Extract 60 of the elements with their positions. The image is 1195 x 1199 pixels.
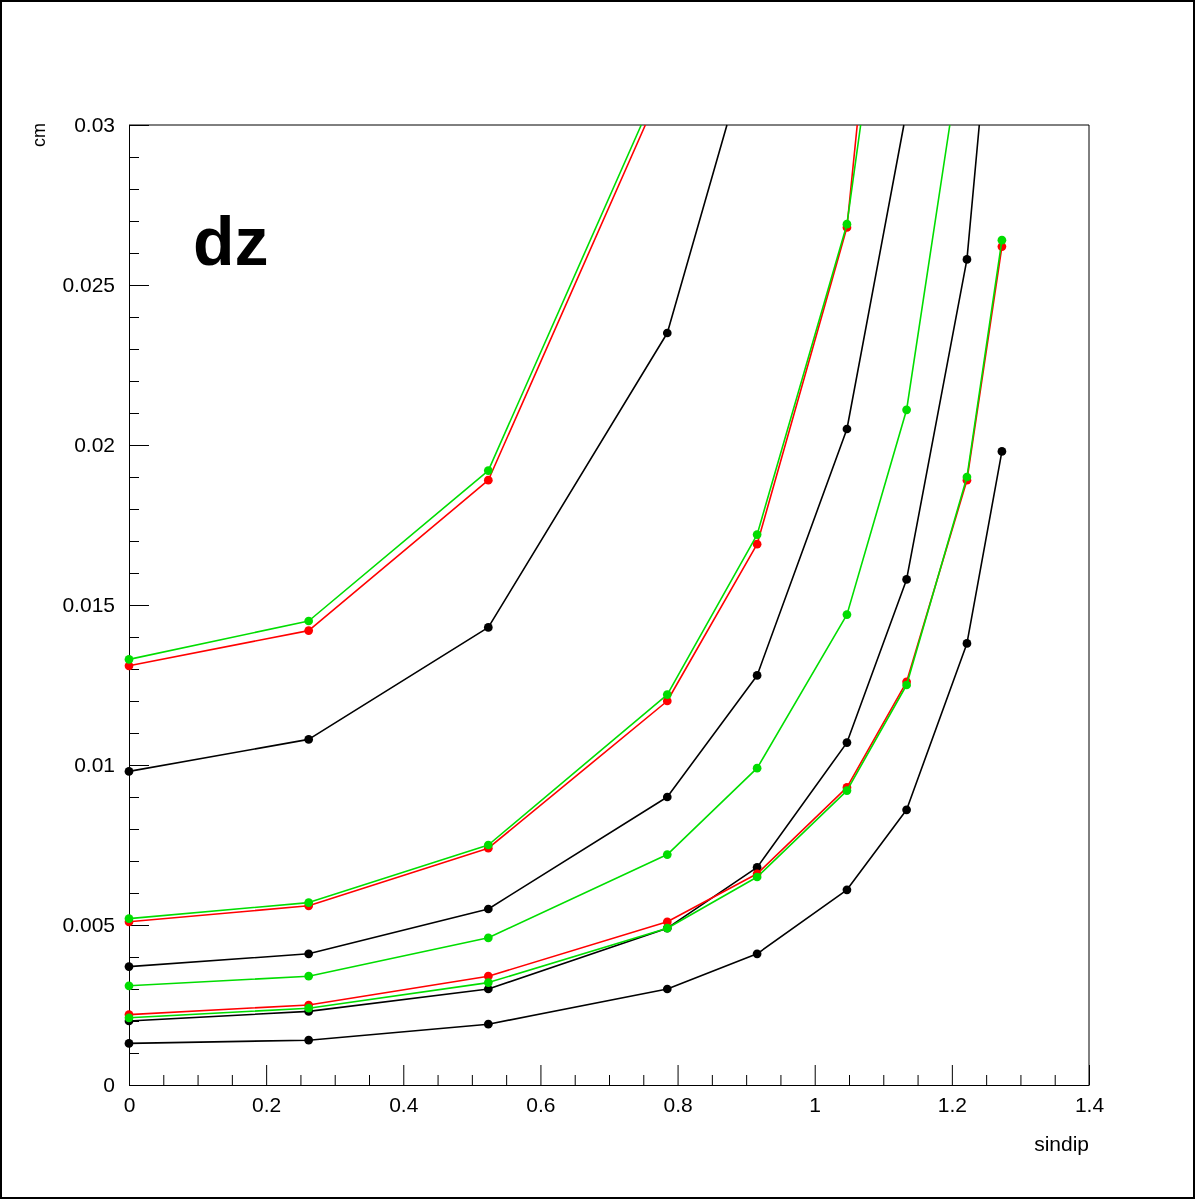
point xyxy=(304,949,314,959)
point xyxy=(124,655,134,664)
point xyxy=(304,971,314,981)
x-tick-label: 1 xyxy=(809,1092,822,1116)
x-tick-label: 0.6 xyxy=(526,1092,556,1116)
point xyxy=(842,424,852,434)
point xyxy=(304,616,314,626)
point xyxy=(842,610,852,619)
y-tick-label: 0.03 xyxy=(74,113,115,137)
point xyxy=(483,466,493,475)
point xyxy=(124,1039,134,1048)
point xyxy=(304,898,314,907)
point xyxy=(842,738,852,747)
y-tick-label: 0.015 xyxy=(62,593,115,617)
y-tick-label: 0.02 xyxy=(74,433,115,457)
point xyxy=(124,981,134,991)
point xyxy=(483,904,493,914)
point xyxy=(662,792,672,802)
point xyxy=(124,767,134,776)
x-tick-label: 1.4 xyxy=(1074,1092,1105,1116)
point xyxy=(752,671,762,680)
point xyxy=(842,219,852,229)
point xyxy=(662,690,672,699)
x-tick-label: 0 xyxy=(123,1092,136,1116)
y-axis-title: cm xyxy=(29,123,49,147)
point xyxy=(124,914,134,923)
point xyxy=(483,475,493,485)
point xyxy=(662,328,672,338)
y-tick-label: 0.025 xyxy=(62,273,115,297)
point xyxy=(752,530,762,539)
x-tick-label: 1.2 xyxy=(937,1092,967,1116)
annotation: dz xyxy=(193,203,269,279)
point xyxy=(304,1035,314,1045)
point xyxy=(304,626,314,635)
point xyxy=(902,805,911,815)
point xyxy=(662,850,672,859)
point xyxy=(902,575,911,584)
point xyxy=(962,255,972,264)
point xyxy=(902,405,911,415)
y-tick-label: 0.01 xyxy=(74,753,115,777)
point xyxy=(304,735,314,744)
point xyxy=(483,623,493,632)
point xyxy=(962,639,972,648)
point xyxy=(483,978,493,987)
x-tick-label: 0.2 xyxy=(252,1092,282,1116)
point xyxy=(662,984,672,994)
point xyxy=(752,763,762,773)
point xyxy=(483,1019,493,1029)
point xyxy=(124,962,134,971)
point xyxy=(842,885,852,895)
y-tick-label: 0.005 xyxy=(62,913,115,937)
x-axis-title: sindip xyxy=(1034,1132,1089,1155)
x-tick-label: 0.4 xyxy=(389,1092,419,1116)
point xyxy=(997,447,1007,456)
x-tick-label: 0.8 xyxy=(663,1092,693,1116)
point xyxy=(483,933,493,943)
point xyxy=(997,235,1007,245)
y-tick-label: 0 xyxy=(103,1073,115,1097)
point xyxy=(752,949,762,959)
point xyxy=(752,539,762,549)
